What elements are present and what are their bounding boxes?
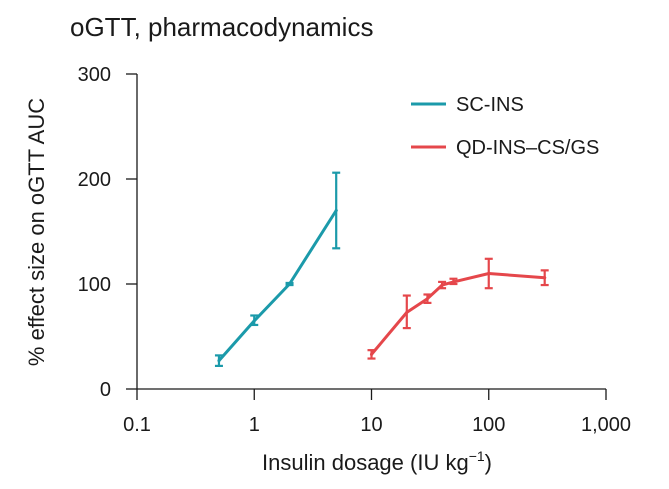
data-point <box>543 276 547 280</box>
data-point <box>425 297 429 301</box>
legend-label-qd-ins-cs-gs: QD-INS–CS/GS <box>456 137 599 159</box>
series-line-qd-ins-cs-gs <box>370 272 547 356</box>
data-point <box>370 352 373 356</box>
y-axis-label: % effect size on oGTT AUC <box>24 98 49 366</box>
error-bar <box>285 281 294 287</box>
y-tick-label: 300 <box>78 64 111 86</box>
x-axis-label: Insulin dosage (IU kg−1) <box>262 448 492 475</box>
x-tick-label: 10 <box>360 414 382 436</box>
x-tick-label: 0.1 <box>123 414 151 436</box>
y-ticks: 0 100 200 300 <box>78 64 137 401</box>
y-tick-label: 200 <box>78 169 111 191</box>
data-point <box>405 310 409 314</box>
data-point <box>252 319 256 323</box>
error-bar <box>214 354 223 367</box>
x-tick-label: 1 <box>249 414 260 436</box>
data-point <box>487 272 491 275</box>
series-line-sc-ins <box>217 209 338 363</box>
plot-area <box>214 171 549 367</box>
x-ticks: 0.1 1 10 100 1,000 <box>123 389 631 436</box>
y-tick-label: 0 <box>100 379 111 401</box>
x-axis: 0.1 1 10 100 1,000 <box>123 388 631 436</box>
data-point <box>334 209 338 212</box>
x-tick-label: 100 <box>472 414 505 436</box>
y-axis: 0 100 200 300 <box>78 64 138 401</box>
error-bar <box>367 349 376 360</box>
error-bar <box>332 171 341 250</box>
legend-item-qd-ins-cs-gs: QD-INS–CS/GS <box>411 137 599 159</box>
error-bar <box>438 280 447 290</box>
legend: SC-INS QD-INS–CS/GS <box>411 94 599 159</box>
error-bar <box>449 277 458 286</box>
data-point <box>217 359 221 363</box>
legend-item-sc-ins: SC-INS <box>411 94 524 116</box>
data-point <box>288 282 292 286</box>
error-bar <box>423 293 432 304</box>
x-tick-label: 1,000 <box>581 414 631 436</box>
error-bar <box>402 294 411 330</box>
error-bar <box>250 314 259 327</box>
data-point <box>451 280 455 284</box>
series-sc-ins <box>214 171 341 367</box>
error-bar <box>540 269 549 287</box>
data-point <box>440 283 444 287</box>
y-tick-label: 100 <box>78 274 111 296</box>
chart-title: oGTT, pharmacodynamics <box>70 12 373 42</box>
error-bar <box>484 257 493 290</box>
legend-label-sc-ins: SC-INS <box>456 94 524 116</box>
series-qd-ins-cs-gs <box>367 257 549 360</box>
